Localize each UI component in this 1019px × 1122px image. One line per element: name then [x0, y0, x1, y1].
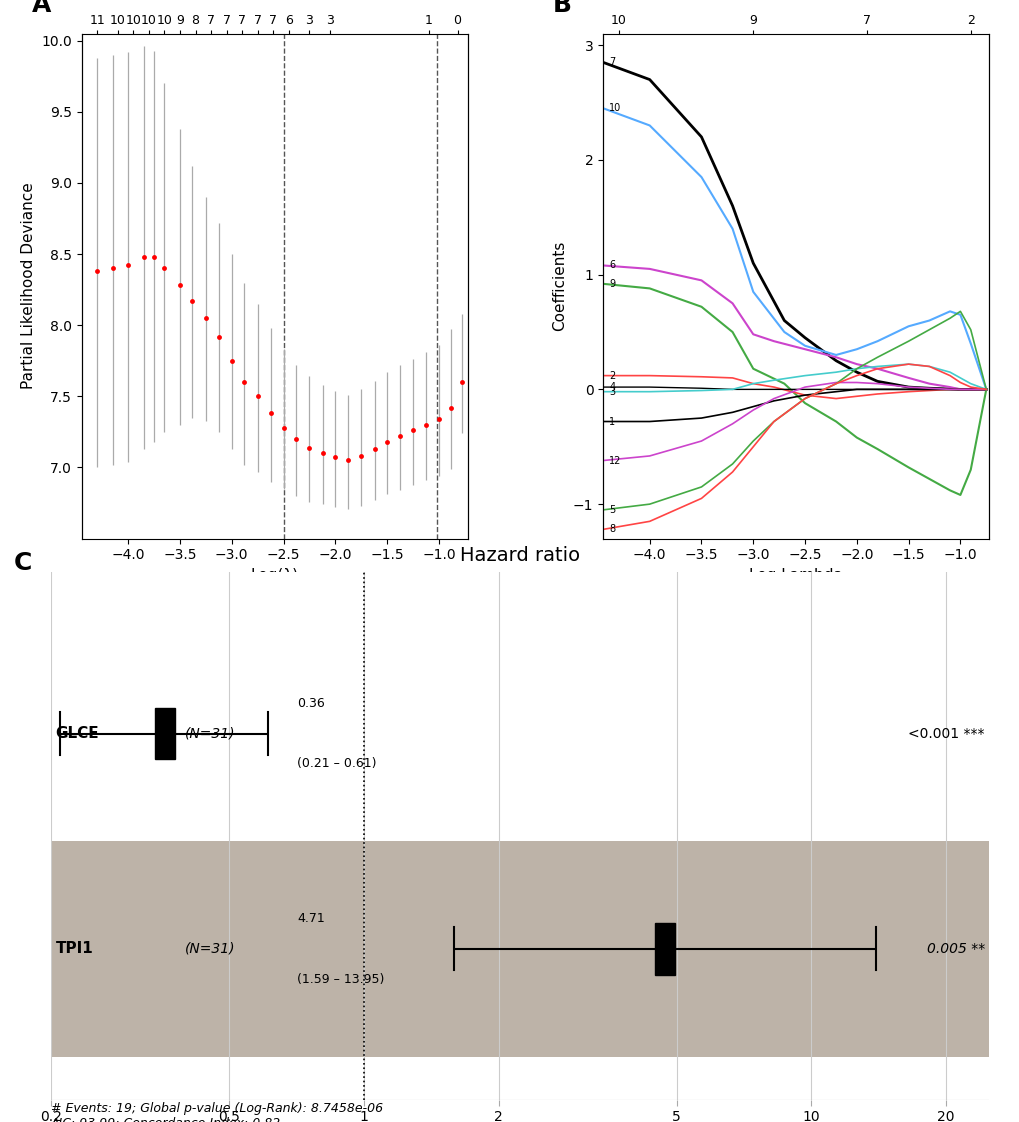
Text: # Events: 19; Global p-value (Log-Rank): 8.7458e-06
AIC: 93.99; Concordance Inde: # Events: 19; Global p-value (Log-Rank):…	[51, 1102, 383, 1122]
Text: 3: 3	[608, 387, 614, 397]
Bar	[51, 842, 988, 1057]
Text: 0.005 **: 0.005 **	[926, 941, 984, 956]
Text: 10: 10	[608, 103, 621, 113]
Bar	[155, 708, 175, 760]
Text: 7: 7	[608, 57, 614, 67]
Text: <0.001 ***: <0.001 ***	[908, 727, 984, 741]
Text: 6: 6	[608, 260, 614, 270]
Text: 0.36: 0.36	[297, 697, 325, 710]
X-axis label: Log Lambda: Log Lambda	[749, 568, 843, 582]
Y-axis label: Coefficients: Coefficients	[551, 241, 567, 331]
Text: 12: 12	[608, 456, 622, 466]
Text: 2: 2	[608, 370, 614, 380]
Text: 4.71: 4.71	[297, 912, 325, 926]
Text: (N=31): (N=31)	[185, 727, 235, 741]
Text: C: C	[13, 551, 32, 576]
Text: 5: 5	[608, 505, 614, 515]
Title: Hazard ratio: Hazard ratio	[460, 546, 580, 565]
Text: A: A	[32, 0, 51, 17]
Text: GLCE: GLCE	[55, 726, 99, 742]
Text: (1.59 – 13.95): (1.59 – 13.95)	[297, 973, 384, 985]
Text: 1: 1	[608, 416, 614, 426]
Bar	[654, 923, 675, 975]
Text: TPI1: TPI1	[55, 941, 93, 956]
Text: (N=31): (N=31)	[185, 941, 235, 956]
Text: 9: 9	[608, 278, 614, 288]
Text: B: B	[552, 0, 572, 17]
Bar	[51, 626, 988, 842]
Text: (0.21 – 0.61): (0.21 – 0.61)	[297, 757, 376, 771]
Text: 4: 4	[608, 383, 614, 392]
X-axis label: Log(λ): Log(λ)	[251, 568, 299, 582]
Text: 8: 8	[608, 524, 614, 534]
Y-axis label: Partial Likelihood Deviance: Partial Likelihood Deviance	[20, 183, 36, 389]
